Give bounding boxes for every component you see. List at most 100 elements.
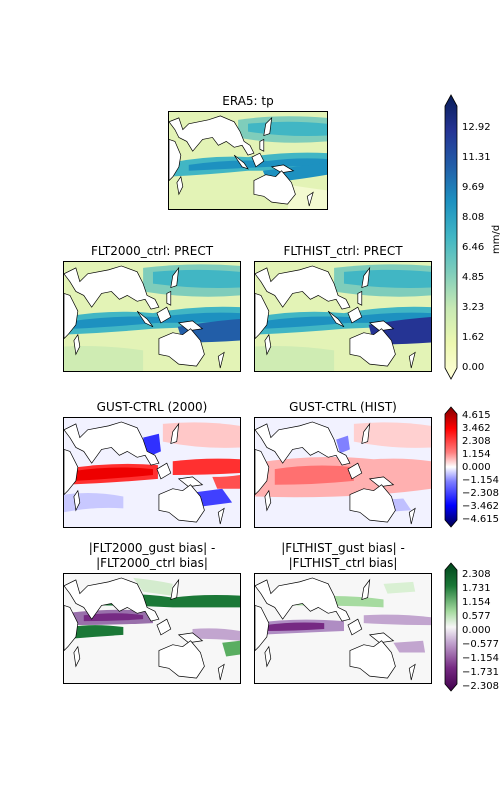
- flt2000-ctrl-land-philippines: [166, 290, 172, 306]
- flthist-ctrl-itcz-core: [264, 312, 431, 329]
- bias-tick-2: 1.154: [462, 597, 491, 608]
- flthist-ctrl-land-africa: [255, 293, 270, 340]
- era5-land-sumatra: [233, 154, 249, 170]
- gust-ctrl-2000-land-japan: [170, 422, 180, 445]
- panel-title-bias-hist-line2: |FLTHIST_ctrl bias|: [288, 556, 398, 570]
- bias-2000-land-borneo: [156, 618, 172, 636]
- gust-ctrl-hist-land-borneo: [347, 462, 363, 480]
- era5-land-australia: [253, 170, 296, 205]
- map-panel-bias-hist: [254, 573, 432, 684]
- bias-tick-1: 1.731: [462, 583, 491, 594]
- diff-colorbar-body: [444, 406, 458, 528]
- bias-2000-green-west: [69, 625, 124, 639]
- flt2000-ctrl-land-borneo: [156, 306, 172, 324]
- bias-2000-map: [64, 574, 240, 683]
- era5-land-japan: [263, 116, 273, 137]
- gust-ctrl-hist-land-australia: [349, 484, 396, 523]
- flt2000-ctrl-dry-south: [64, 345, 144, 371]
- bias-tick-0: 2.308: [462, 569, 491, 580]
- diff-tick-4: 0.000: [462, 462, 491, 473]
- bias-hist-land-nz: [408, 663, 416, 681]
- gust-ctrl-2000-land-nz: [217, 507, 225, 525]
- panel-title-bias-2000-line1: |FLT2000_gust bias| -: [88, 541, 216, 555]
- diff-colorbar: [444, 406, 458, 528]
- diff-tick-2: 2.308: [462, 436, 491, 447]
- bias-tick-7: −1.731: [462, 667, 500, 678]
- gust-ctrl-2000-land-africa: [64, 449, 79, 496]
- gust-ctrl-hist-land-japan: [361, 422, 371, 445]
- flthist-ctrl-dry-south: [255, 345, 335, 371]
- bias-tick-3: 0.577: [462, 611, 491, 622]
- precip-tick-6: 3.23: [462, 302, 485, 313]
- gust-ctrl-hist-land-madagascar: [264, 489, 272, 512]
- gust-ctrl-2000-red-north: [162, 422, 240, 448]
- flt2000-ctrl-land-newguinea: [177, 320, 204, 332]
- bias-hist-purple-south: [393, 640, 426, 653]
- map-panel-gust-ctrl-hist: [254, 417, 432, 528]
- bias-2000-land-japan: [170, 578, 180, 601]
- gust-ctrl-2000-red-east: [172, 458, 240, 475]
- precip-tick-2: 9.69: [462, 182, 485, 193]
- precip-tick-3: 8.08: [462, 212, 485, 223]
- flthist-ctrl-land-newguinea: [368, 320, 395, 332]
- era5-land-newguinea: [270, 164, 295, 174]
- bias-2000-land-asia: [64, 577, 160, 622]
- precip-colorbar-unit: mm/d: [491, 224, 502, 254]
- diff-tick-8: −4.615: [462, 514, 500, 525]
- flthist-ctrl-land-nz: [408, 351, 416, 369]
- panel-title-bias-hist-line1: |FLTHIST_gust bias| -: [281, 541, 405, 555]
- flt2000-ctrl-land-sumatra: [136, 310, 154, 328]
- gust-ctrl-2000-land-madagascar: [73, 489, 81, 512]
- bias-2000-green-east: [222, 640, 240, 657]
- gust-ctrl-hist-red-north: [353, 422, 431, 448]
- flthist-ctrl-land-philippines: [357, 290, 363, 306]
- era5-land-philippines: [259, 138, 265, 152]
- precip-tick-1: 11.31: [462, 152, 491, 163]
- diff-tick-6: −2.308: [462, 488, 500, 499]
- gust-ctrl-2000-map: [64, 418, 240, 527]
- bias-hist-green-north: [383, 581, 416, 594]
- bias-tick-4: 0.000: [462, 625, 491, 636]
- bias-2000-land-newguinea: [177, 632, 204, 644]
- gust-ctrl-2000-land-australia: [158, 484, 205, 523]
- bias-hist-land-africa: [255, 605, 270, 652]
- flthist-ctrl-land-sumatra: [327, 310, 345, 328]
- gust-ctrl-2000-blue-south: [192, 488, 233, 507]
- bias-2000-land-africa: [64, 605, 79, 652]
- panel-title-gust-ctrl-2000: GUST-CTRL (2000): [96, 400, 208, 414]
- gust-ctrl-hist-red-core: [274, 465, 354, 485]
- flt2000-ctrl-land-nz: [217, 351, 225, 369]
- flthist-ctrl-land-madagascar: [264, 333, 272, 356]
- bias-2000-land-madagascar: [73, 645, 81, 668]
- gust-ctrl-hist-land-nz: [408, 507, 416, 525]
- precip-tick-4: 6.46: [462, 242, 485, 253]
- flt2000-ctrl-land-africa: [64, 293, 79, 340]
- bias-tick-6: −1.154: [462, 653, 500, 664]
- flt2000-ctrl-land-asia: [64, 265, 160, 310]
- flt2000-ctrl-land-madagascar: [73, 333, 81, 356]
- diff-tick-1: 3.462: [462, 423, 491, 434]
- precip-tick-7: 1.62: [462, 332, 485, 343]
- bias-2000-green-north: [133, 577, 173, 596]
- flt2000-ctrl-itcz-core: [73, 312, 240, 329]
- flt2000-ctrl-map: [64, 262, 240, 371]
- precip-tick-5: 4.85: [462, 272, 485, 283]
- gust-ctrl-hist-land-africa: [255, 449, 270, 496]
- bias-tick-5: −0.577: [462, 639, 500, 650]
- map-panel-flthist-ctrl: [254, 261, 432, 372]
- map-panel-flt2000-ctrl: [63, 261, 241, 372]
- map-panel-era5: [168, 111, 328, 210]
- gust-ctrl-hist-land-newguinea: [368, 476, 395, 488]
- precip-tick-0: 12.92: [462, 122, 491, 133]
- bias-hist-land-madagascar: [264, 645, 272, 668]
- diff-tick-5: −1.154: [462, 475, 500, 486]
- flt2000-ctrl-land-japan: [170, 266, 180, 289]
- bias-hist-purple-itcz-core: [264, 622, 325, 631]
- bias-hist-map: [255, 574, 431, 683]
- bias-hist-land-newguinea: [368, 632, 395, 644]
- gust-ctrl-2000-land-borneo: [156, 462, 172, 480]
- bias-hist-land-asia: [255, 577, 351, 622]
- bias-2000-land-nz: [217, 663, 225, 681]
- era5-land-nz: [306, 191, 314, 207]
- bias-tick-8: −2.308: [462, 681, 500, 692]
